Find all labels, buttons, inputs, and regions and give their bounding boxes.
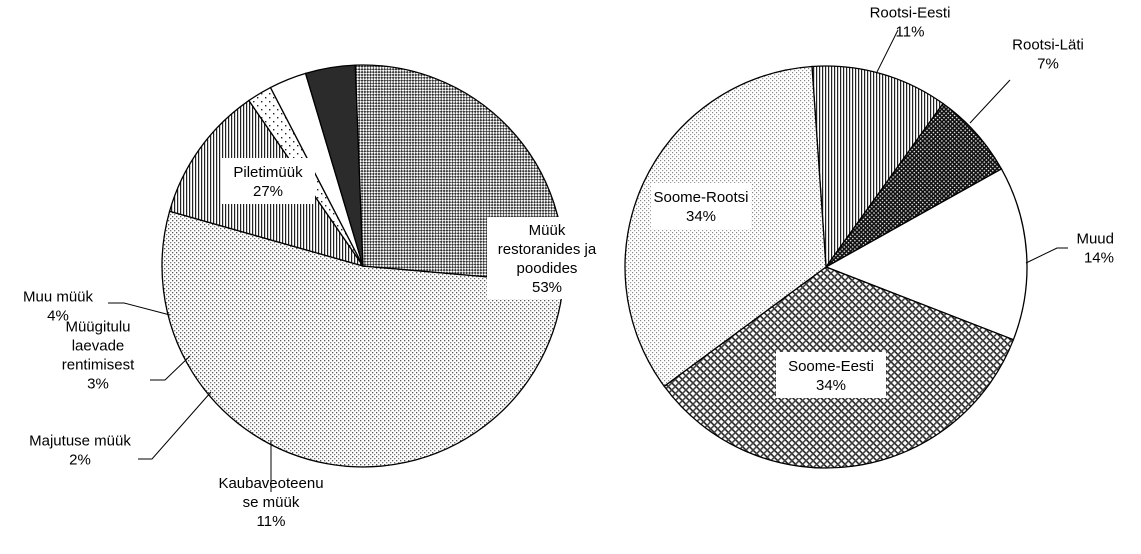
data-label-text: Soome-Rootsi: [653, 189, 748, 206]
data-label-text: laevade: [72, 338, 125, 355]
data-label-percent: 2%: [69, 452, 91, 469]
data-label-text: Soome-Eesti: [788, 358, 874, 375]
data-label-percent: 34%: [816, 377, 846, 394]
leader-line: [108, 302, 171, 316]
data-label-percent: 4%: [47, 308, 69, 325]
label-box: [487, 217, 607, 299]
slice-label-soome-eesti: Soome-Eesti 34%: [776, 352, 886, 398]
slice-label-kaubaveoteenuse-muuk: Kaubaveoteenu se müük 11%: [218, 440, 324, 530]
data-label-percent: 3%: [87, 376, 109, 393]
data-label-text: Kaubaveoteenu: [218, 475, 323, 492]
data-label-text: Piletimüük: [233, 164, 303, 181]
data-label-text: restoranides ja: [498, 241, 597, 258]
data-label-text: Rootsi-Eesti: [870, 5, 951, 22]
data-label-percent: 34%: [686, 208, 716, 225]
label-box: [776, 352, 886, 398]
slice-label-muu-muuk: Muu müük 4%: [23, 289, 171, 325]
data-label-text: poodides: [517, 260, 578, 277]
data-label-text: Majutuse müük: [29, 433, 131, 450]
slice-label-soome-rootsi: Soome-Rootsi 34%: [651, 183, 751, 229]
leader-line: [1025, 247, 1068, 264]
pie-chart-revenue: Müük restoranides ja poodides 53% Kaubaveote…: [23, 64, 607, 530]
pie-chart-routes: Rootsi-Eesti 11% Rootsi-Läti 7% Muud 14% Soome…: [624, 5, 1114, 469]
data-label-percent: 27%: [253, 183, 283, 200]
leader-line: [969, 79, 1011, 124]
data-label-text: Müük: [529, 222, 566, 239]
label-box: [651, 183, 751, 229]
data-label-text: Muu müük: [23, 289, 94, 306]
data-label-text: rentimisest: [62, 357, 135, 374]
slice-label-majutuse-muuk: Majutuse müük 2%: [29, 391, 212, 469]
slice-label-rootsi-lati: Rootsi-Läti 7%: [969, 37, 1084, 124]
slice-label-muugitulu-laevade-rentimisest: Müügitulu laevade rentimisest 3%: [62, 319, 191, 393]
data-label-percent: 7%: [1037, 56, 1059, 73]
label-box: [222, 158, 315, 204]
data-label-text: Müügitulu: [65, 319, 130, 336]
data-label-percent: 53%: [532, 279, 562, 296]
data-label-percent: 11%: [257, 513, 286, 530]
slice-label-muuk-restoranides-ja-poodides: Müük restoranides ja poodides 53%: [487, 217, 607, 299]
pie-slice-muud: [824, 168, 1028, 341]
slice-label-muud: Muud 14%: [1025, 231, 1114, 267]
leader-line: [150, 355, 191, 381]
data-label-percent: 11%: [896, 24, 925, 41]
pie-slice-rootsi-eesti: [811, 65, 944, 269]
slice-label-rootsi-eesti: Rootsi-Eesti 11%: [870, 5, 951, 73]
leader-line: [876, 29, 899, 73]
slice-label-piletimuuk: Piletimüük 27%: [222, 158, 315, 204]
data-label-percent: 14%: [1084, 250, 1114, 267]
leader-line: [138, 391, 212, 460]
data-label-text: se müük: [243, 494, 300, 511]
data-label-text: Muud: [1076, 231, 1114, 248]
data-label-text: Rootsi-Läti: [1012, 37, 1084, 54]
